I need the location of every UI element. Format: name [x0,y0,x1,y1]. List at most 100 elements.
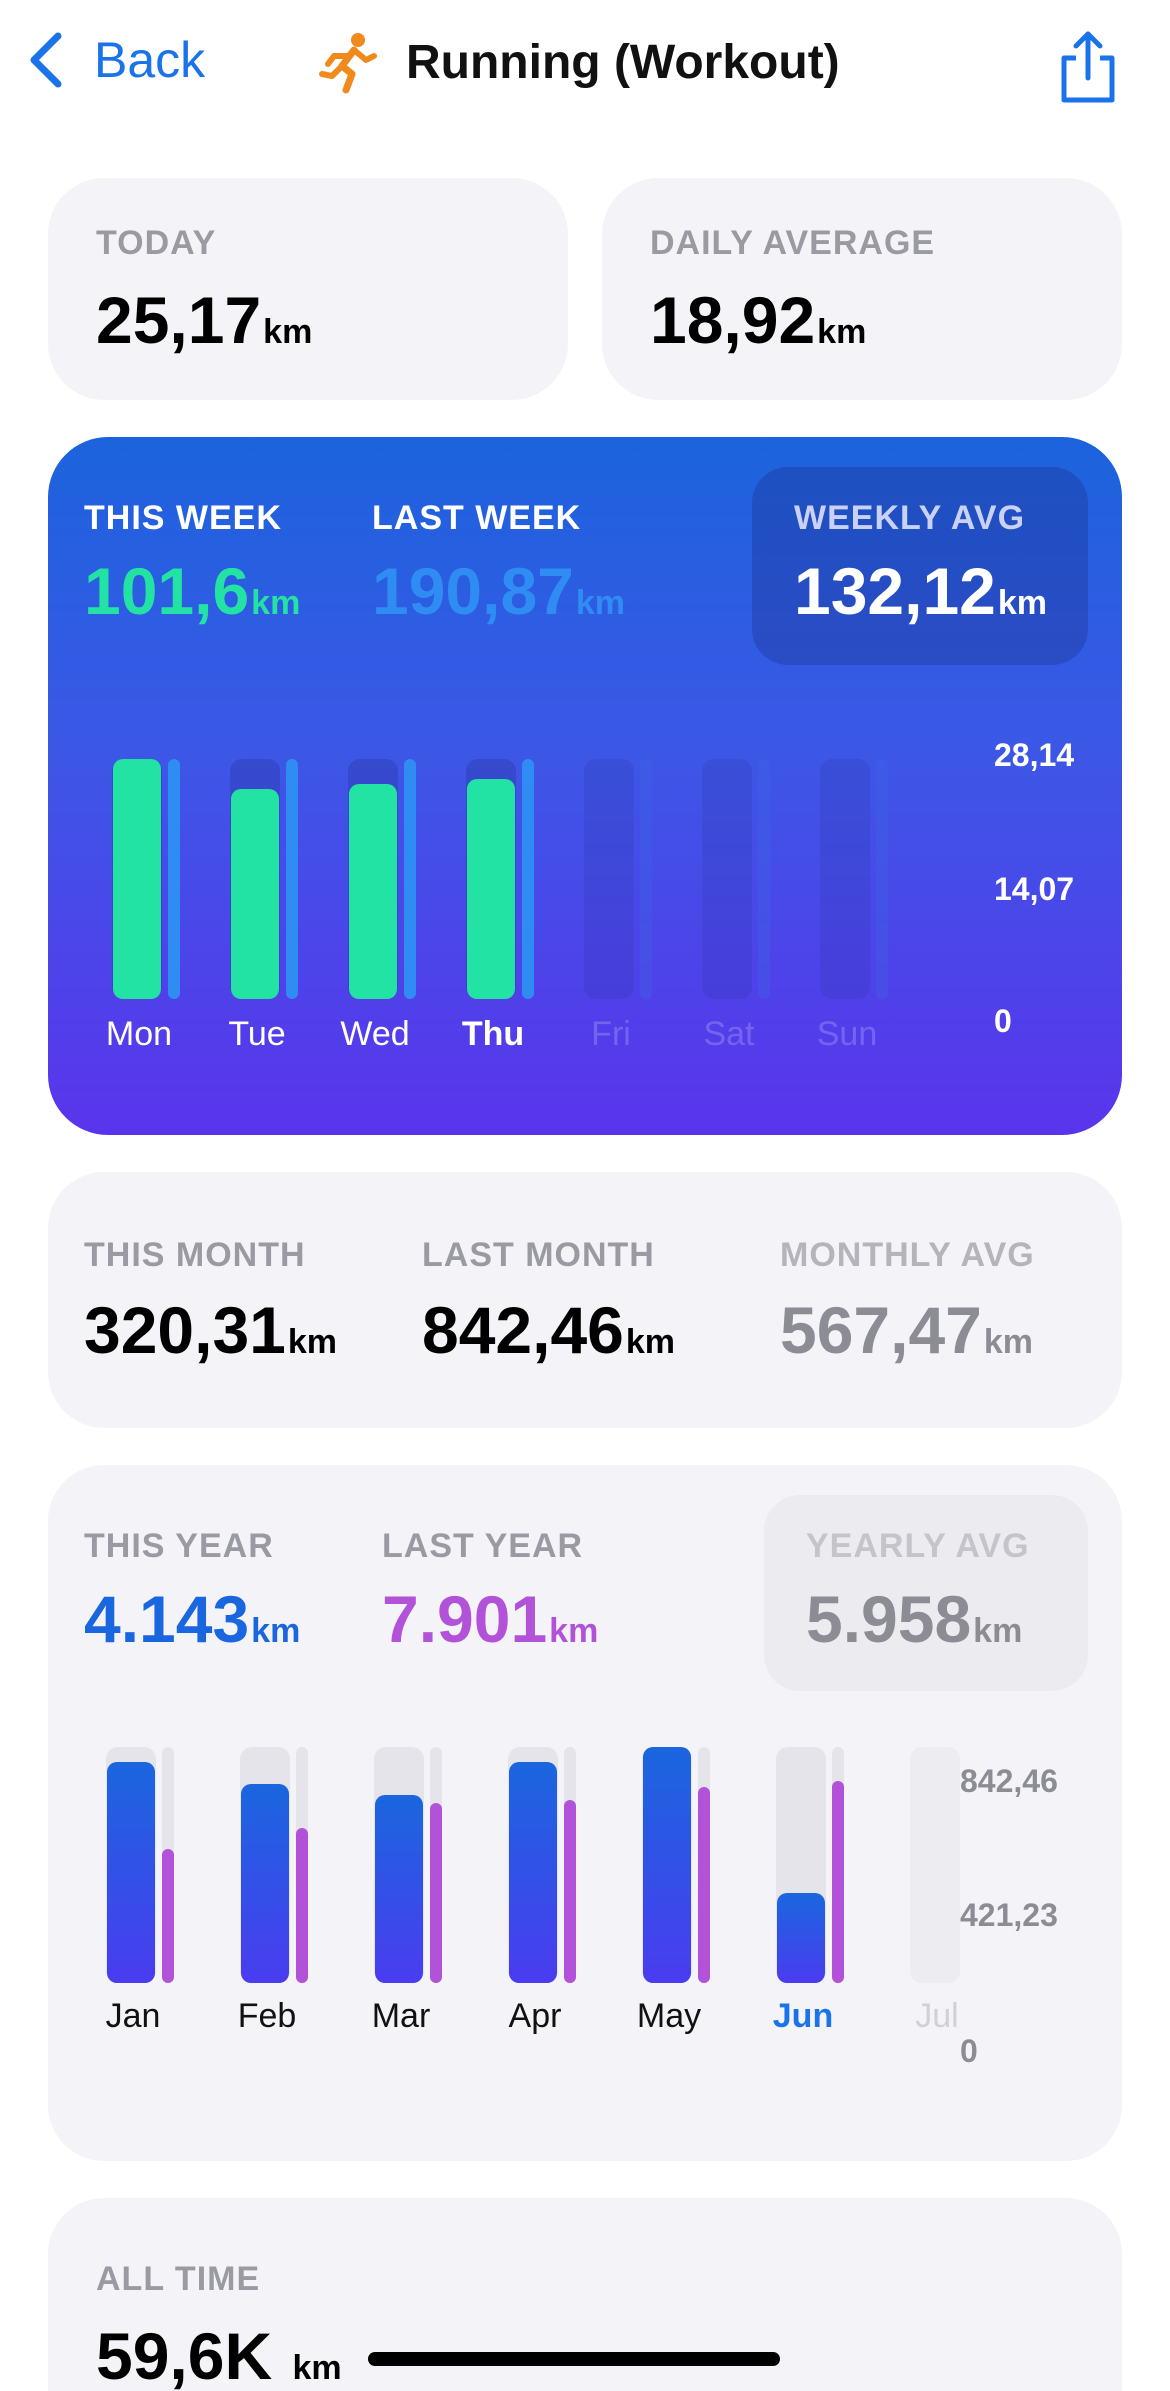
last-year-bar-jan [162,1848,174,1983]
week-bar-mon[interactable] [113,759,161,999]
this-month-number: 320,31 [84,1293,286,1367]
all-time-label: ALL TIME [96,2260,261,2298]
month-bar-feb[interactable] [241,1783,289,1983]
month-label-jul: Jul [915,1997,959,2035]
month-bar-jun[interactable] [777,1893,825,1983]
week-bar-track [584,759,634,999]
all-time-number: 59,6K [96,2319,273,2391]
today-value: 25,17km [96,282,312,358]
monthly-card[interactable]: THIS MONTH 320,31km LAST MONTH 842,46km … [48,1172,1122,1428]
last-year-bar-mar [430,1802,442,1983]
month-label-jun: Jun [772,1997,834,2035]
today-card[interactable]: TODAY 25,17km [48,178,568,400]
this-year-number: 4.143 [84,1582,250,1656]
last-year-bar-may [698,1786,710,1983]
week-bar-track [820,759,870,999]
back-label: Back [94,32,206,88]
month-bar-mar[interactable] [375,1794,423,1983]
day-label-wed: Wed [340,1015,410,1053]
month-label-mar: Mar [371,1997,431,2035]
week-bar-thu[interactable] [467,778,515,999]
last-year-bar-apr [564,1799,576,1983]
day-label-sat: Sat [703,1015,755,1053]
last-week-bar-thu [522,759,534,999]
this-month-label: THIS MONTH [84,1236,306,1274]
yearly-avg-number: 5.958 [806,1582,972,1656]
last-year-unit: km [549,1612,599,1650]
last-month-label: LAST MONTH [422,1236,655,1274]
week-bar-wed[interactable] [349,784,397,999]
last-year-bar-jun [832,1781,844,1983]
month-label-may: May [636,1997,702,2035]
week-axis-max: 28,14 [994,737,1075,773]
this-year-unit: km [251,1612,301,1650]
last-year-number: 7.901 [382,1582,548,1656]
last-week-unit: km [575,584,626,622]
last-week-bar-fri [640,759,652,999]
monthly-avg-value: 567,47km [780,1292,1033,1368]
last-week-number: 190,87 [372,554,574,628]
last-week-label: LAST WEEK [372,499,582,537]
week-bar-track [702,759,752,999]
share-icon[interactable] [1056,28,1120,106]
month-bar-may[interactable] [643,1747,691,1983]
last-year-value: 7.901km [382,1581,598,1657]
today-unit: km [263,313,313,351]
year-axis-mid: 421,23 [960,1897,1058,1933]
today-number: 25,17 [96,283,262,357]
weekly-avg-label: WEEKLY AVG [794,499,1026,537]
last-week-bar-wed [404,759,416,999]
running-icon [319,33,377,94]
week-axis-min: 0 [994,1003,1012,1039]
month-label-feb: Feb [237,1997,297,2035]
last-month-value: 842,46km [422,1292,675,1368]
weekly-avg-value: 132,12km [794,553,1047,629]
daily-average-card[interactable]: DAILY AVERAGE 18,92km [602,178,1122,400]
this-month-unit: km [287,1323,338,1361]
home-indicator [368,2352,780,2366]
page-title-group: Running (Workout) [318,30,840,94]
all-time-value: 59,6K km [96,2318,342,2391]
last-week-bar-mon [168,759,180,999]
week-bar-tue[interactable] [231,789,279,999]
month-bar-jan[interactable] [107,1761,155,1983]
today-label: TODAY [96,224,217,262]
day-label-mon: Mon [105,1015,173,1053]
monthly-avg-number: 567,47 [780,1293,982,1367]
chevron-left-icon [30,32,62,88]
yearly-bar-chart: Jan Feb Mar Apr May Jun Jul [48,1465,1122,2161]
month-bar-apr[interactable] [509,1761,557,1983]
weekly-card[interactable]: THIS WEEK 101,6km LAST WEEK 190,87km WEE… [48,437,1122,1135]
back-button[interactable]: Back [26,30,205,90]
this-week-value: 101,6km [84,553,300,629]
all-time-card[interactable]: ALL TIME 59,6K km [48,2198,1122,2391]
month-bar-track [910,1747,960,1983]
week-axis-mid: 14,07 [994,871,1075,907]
daily-average-unit: km [817,313,867,351]
last-week-bar-sat [758,759,770,999]
last-year-bar-feb [296,1827,308,1983]
page-title: Running (Workout) [406,35,840,89]
last-month-unit: km [625,1323,676,1361]
year-axis-min: 0 [960,2033,978,2069]
weekly-bar-chart: Mon Tue Wed Thu Fri Sat Sun [48,437,1122,1135]
all-time-unit: km [292,2349,342,2387]
yearly-avg-unit: km [973,1612,1023,1650]
monthly-avg-unit: km [983,1323,1034,1361]
last-week-bar-tue [286,759,298,999]
yearly-avg-label: YEARLY AVG [806,1527,1030,1565]
month-label-apr: Apr [508,1997,562,2035]
daily-average-label: DAILY AVERAGE [650,224,936,262]
day-label-sun: Sun [816,1015,878,1053]
last-week-value: 190,87km [372,553,625,629]
this-year-label: THIS YEAR [84,1527,274,1565]
last-week-bar-sun [876,759,888,999]
month-label-jan: Jan [105,1997,161,2035]
yearly-card[interactable]: THIS YEAR 4.143km LAST YEAR 7.901km YEAR… [48,1465,1122,2161]
year-axis-max: 842,46 [960,1763,1058,1799]
weekly-avg-number: 132,12 [794,554,996,628]
daily-average-value: 18,92km [650,282,866,358]
this-year-value: 4.143km [84,1581,300,1657]
monthly-avg-label: MONTHLY AVG [780,1236,1035,1274]
this-month-value: 320,31km [84,1292,337,1368]
